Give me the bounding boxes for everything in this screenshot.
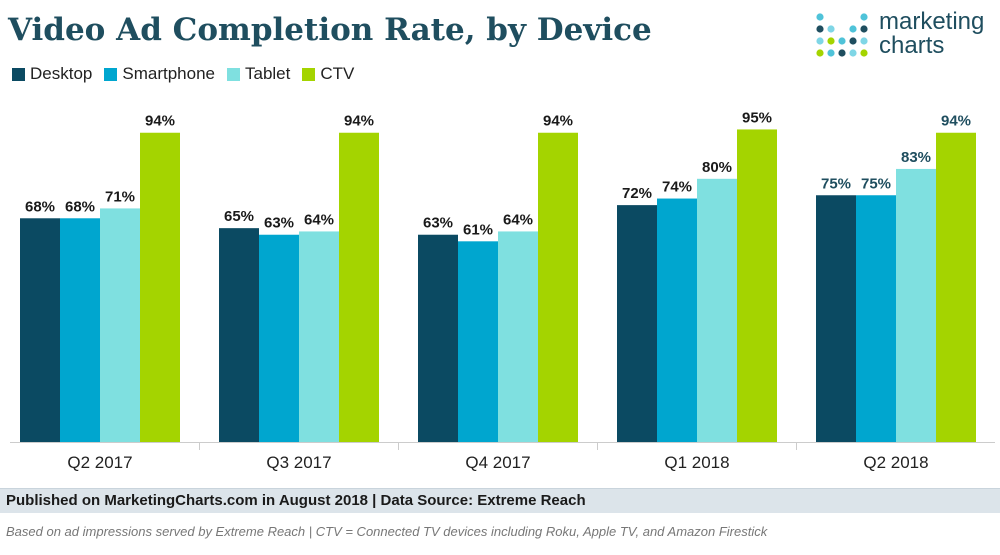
footer-bar: Published on MarketingCharts.com in Augu… [0, 488, 1000, 513]
data-label: 64% [304, 211, 334, 228]
bar-ctv-3 [737, 129, 777, 442]
data-label: 94% [344, 113, 374, 130]
bar-chart: 68% 68% 71% 94% Q2 2017 65% 63% 64% 94% Q3 2017 63… [10, 109, 995, 472]
bar-ctv-2 [538, 132, 578, 443]
data-label: 94% [543, 113, 573, 130]
legend-item-tablet: Tablet [227, 64, 290, 84]
data-label: 63% [264, 215, 294, 232]
brand-dots-icon [816, 13, 868, 57]
brand-line-1: marketing [879, 8, 985, 35]
brand-dot [816, 49, 824, 57]
brand-dot [838, 37, 846, 45]
brand-dot [816, 25, 824, 33]
data-label: 83% [901, 149, 931, 166]
brand-dot [860, 25, 868, 33]
bar-desktop-3 [617, 205, 657, 442]
bar-desktop-4 [816, 195, 856, 442]
legend-label: CTV [320, 64, 355, 83]
data-label: 68% [65, 198, 95, 215]
brand-dot [860, 49, 868, 57]
brand-dot [827, 37, 835, 45]
legend-item-ctv: CTV [302, 64, 354, 84]
brand-dot [849, 49, 857, 57]
legend-swatch [302, 67, 316, 81]
bar-smartphone-2 [458, 241, 498, 442]
data-label: 65% [224, 208, 254, 225]
data-label: 71% [105, 188, 135, 205]
data-label: 75% [821, 175, 851, 192]
data-label: 61% [463, 221, 493, 238]
data-label: 64% [503, 211, 533, 228]
brand-dot [860, 13, 868, 21]
bar-ctv-0 [140, 132, 180, 443]
x-tick-label: Q1 2018 [664, 453, 729, 472]
data-label: 72% [622, 185, 652, 202]
x-tick-label: Q2 2017 [67, 453, 132, 472]
chart-title: Video Ad Completion Rate, by Device [8, 12, 652, 48]
footnote: Based on ad impressions served by Extrem… [6, 524, 768, 539]
legend-label: Desktop [30, 64, 93, 83]
data-label: 94% [941, 113, 971, 130]
bar-smartphone-4 [856, 195, 896, 442]
brand-dot [849, 37, 857, 45]
bar-smartphone-3 [657, 198, 697, 442]
legend-label: Tablet [245, 64, 291, 83]
bar-ctv-4 [936, 132, 976, 443]
bar-smartphone-0 [60, 218, 100, 442]
legend-swatch [227, 67, 240, 81]
bar-smartphone-1 [259, 234, 299, 442]
bar-desktop-0 [20, 218, 60, 442]
x-tick-label: Q2 2018 [863, 453, 928, 472]
x-tick-label: Q4 2017 [465, 453, 530, 472]
data-label: 95% [742, 109, 772, 126]
bar-tablet-4 [896, 168, 936, 442]
legend-label: Smartphone [122, 64, 215, 83]
data-label: 80% [702, 159, 732, 176]
bar-tablet-2 [498, 231, 538, 442]
data-label: 74% [662, 179, 692, 196]
brand-logo: marketing charts [815, 8, 1000, 60]
brand-dot [816, 37, 824, 45]
data-label: 63% [423, 215, 453, 232]
brand-dot [838, 49, 846, 57]
bar-desktop-1 [219, 228, 259, 442]
legend-item-desktop: Desktop [12, 64, 92, 84]
bar-desktop-2 [418, 234, 458, 442]
legend-swatch [104, 67, 118, 81]
x-tick-label: Q3 2017 [266, 453, 331, 472]
brand-dot [827, 49, 835, 57]
data-label: 75% [861, 175, 891, 192]
bar-ctv-1 [339, 132, 379, 443]
data-label: 94% [145, 113, 175, 130]
bar-tablet-0 [100, 208, 140, 442]
chart-legend: Desktop Smartphone Tablet CTV [12, 64, 366, 84]
data-label: 68% [25, 198, 55, 215]
brand-dot [860, 37, 868, 45]
brand-dot [827, 25, 835, 33]
published-source: Published on MarketingCharts.com in Augu… [6, 492, 586, 509]
legend-swatch [12, 67, 25, 81]
legend-item-smartphone: Smartphone [104, 64, 215, 84]
brand-line-2: charts [879, 32, 945, 59]
brand-dot [816, 13, 824, 21]
bar-tablet-1 [299, 231, 339, 442]
bar-tablet-3 [697, 178, 737, 443]
brand-dot [849, 25, 857, 33]
